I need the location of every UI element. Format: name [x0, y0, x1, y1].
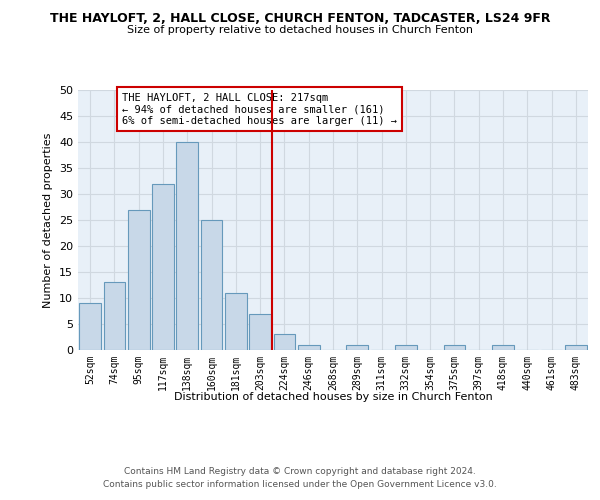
Text: Contains public sector information licensed under the Open Government Licence v3: Contains public sector information licen… — [103, 480, 497, 489]
Bar — [492, 345, 514, 350]
Bar — [152, 184, 174, 350]
Text: THE HAYLOFT, 2 HALL CLOSE: 217sqm
← 94% of detached houses are smaller (161)
6% : THE HAYLOFT, 2 HALL CLOSE: 217sqm ← 94% … — [122, 92, 397, 126]
Bar — [565, 345, 587, 350]
Bar — [443, 345, 466, 350]
Bar — [298, 345, 320, 350]
Bar — [274, 334, 295, 350]
Text: Contains HM Land Registry data © Crown copyright and database right 2024.: Contains HM Land Registry data © Crown c… — [124, 468, 476, 476]
Y-axis label: Number of detached properties: Number of detached properties — [43, 132, 53, 308]
Text: THE HAYLOFT, 2, HALL CLOSE, CHURCH FENTON, TADCASTER, LS24 9FR: THE HAYLOFT, 2, HALL CLOSE, CHURCH FENTO… — [50, 12, 550, 26]
Bar — [346, 345, 368, 350]
Bar — [176, 142, 198, 350]
Bar — [104, 282, 125, 350]
Text: Distribution of detached houses by size in Church Fenton: Distribution of detached houses by size … — [173, 392, 493, 402]
Bar — [395, 345, 417, 350]
Bar — [128, 210, 149, 350]
Bar — [249, 314, 271, 350]
Bar — [225, 293, 247, 350]
Text: Size of property relative to detached houses in Church Fenton: Size of property relative to detached ho… — [127, 25, 473, 35]
Bar — [79, 303, 101, 350]
Bar — [200, 220, 223, 350]
